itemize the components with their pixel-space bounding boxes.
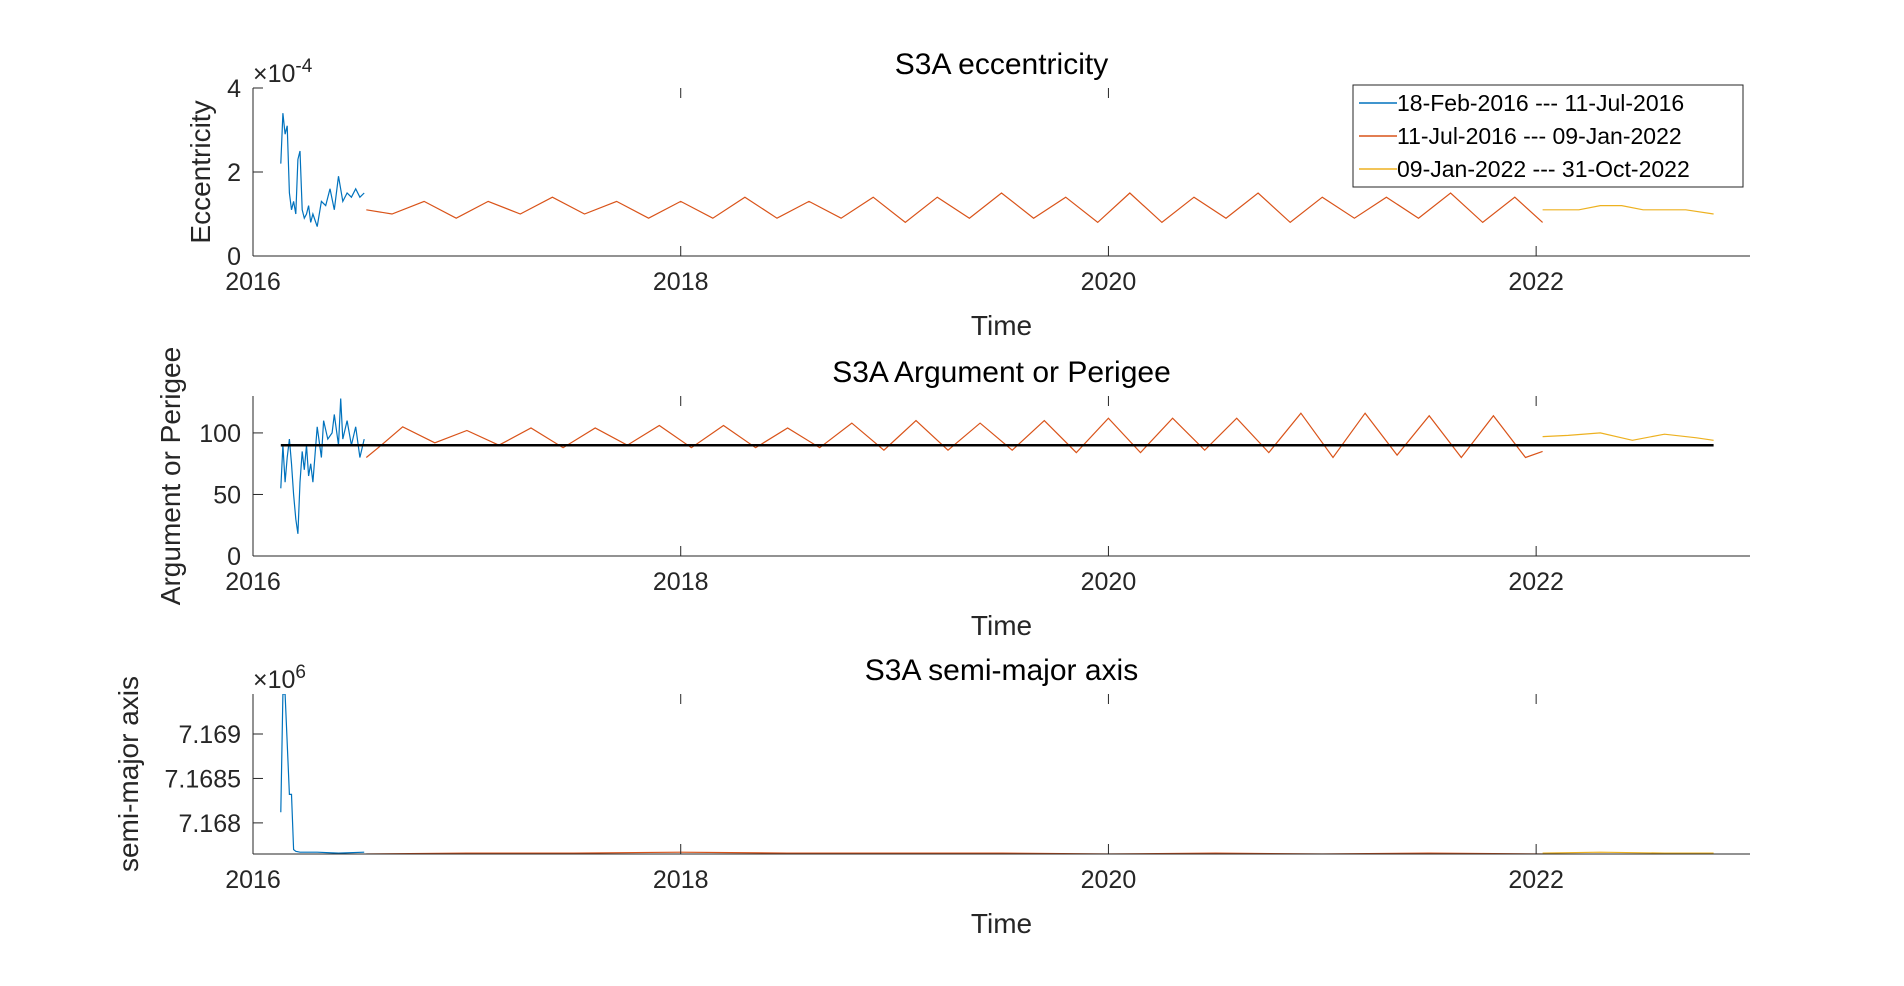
legend-box	[1352, 84, 1744, 188]
x-tick-label: 2020	[1081, 568, 1137, 596]
series-line-1	[280, 694, 365, 854]
y-tick-label: 2	[227, 159, 241, 187]
series-line-2	[366, 192, 1544, 224]
series-line-3	[1542, 205, 1714, 215]
y-tick-label: 7.168	[178, 810, 241, 838]
series-line-3	[1542, 432, 1714, 441]
y-tick-label: 100	[199, 420, 241, 448]
y-axis-label: semi-major axis	[113, 676, 144, 872]
subplot-2: 2016 2018 2020 2022 0 50 100 S3A Argument or Pe…	[155, 347, 1750, 641]
series-line-1	[280, 113, 365, 227]
series-line-3	[1542, 851, 1714, 854]
legend-entry: 18-Feb-2016 --- 11-Jul-2016	[1397, 90, 1684, 116]
x-tick-label: 2022	[1508, 866, 1564, 894]
y-tick-label: 4	[227, 75, 241, 103]
x-tick-label: 2016	[225, 568, 281, 596]
x-tick-label: 2022	[1508, 568, 1564, 596]
series-line-2	[365, 412, 1543, 459]
legend: 18-Feb-2016 --- 11-Jul-2016 11-Jul-2016 -…	[1352, 84, 1744, 188]
x-axis-label: Time	[971, 310, 1032, 341]
legend-entry: 11-Jul-2016 --- 09-Jan-2022	[1397, 123, 1682, 149]
legend-entry: 09-Jan-2022 --- 31-Oct-2022	[1397, 156, 1690, 182]
y-tick-label: 50	[213, 481, 241, 509]
y-axis-label: Eccentricity	[185, 100, 216, 243]
y-axis-label: Argument or Perigee	[155, 347, 186, 605]
subplot-1: 2016 2018 2020 2022 0 2 4 S3A eccentricity Time E…	[185, 48, 1750, 341]
plot-title: S3A semi-major axis	[865, 654, 1138, 687]
x-tick-label: 2016	[225, 268, 281, 296]
x-tick-label: 2022	[1508, 268, 1564, 296]
plot-title: S3A Argument or Perigee	[832, 356, 1171, 389]
plot-title: S3A eccentricity	[895, 48, 1108, 81]
x-tick-label: 2016	[225, 866, 281, 894]
x-axis-label: Time	[971, 610, 1032, 641]
y-tick-label: 7.169	[178, 721, 241, 749]
y-tick-label: 0	[227, 543, 241, 571]
x-tick-label: 2020	[1081, 268, 1137, 296]
subplot-3: 2016 2018 2020 2022 7.168 7.1685 7.169 S3A semi…	[113, 654, 1750, 939]
x-tick-label: 2018	[653, 866, 709, 894]
x-tick-label: 2018	[653, 568, 709, 596]
x-axis-label: Time	[971, 908, 1032, 939]
x-tick-label: 2020	[1081, 866, 1137, 894]
y-tick-label: 7.1685	[165, 765, 241, 793]
y-exponent-label: ×106	[253, 662, 306, 694]
x-tick-label: 2018	[653, 268, 709, 296]
y-tick-label: 0	[227, 243, 241, 271]
y-exponent-label: ×10-4	[253, 56, 313, 88]
series-line-1	[280, 398, 365, 534]
